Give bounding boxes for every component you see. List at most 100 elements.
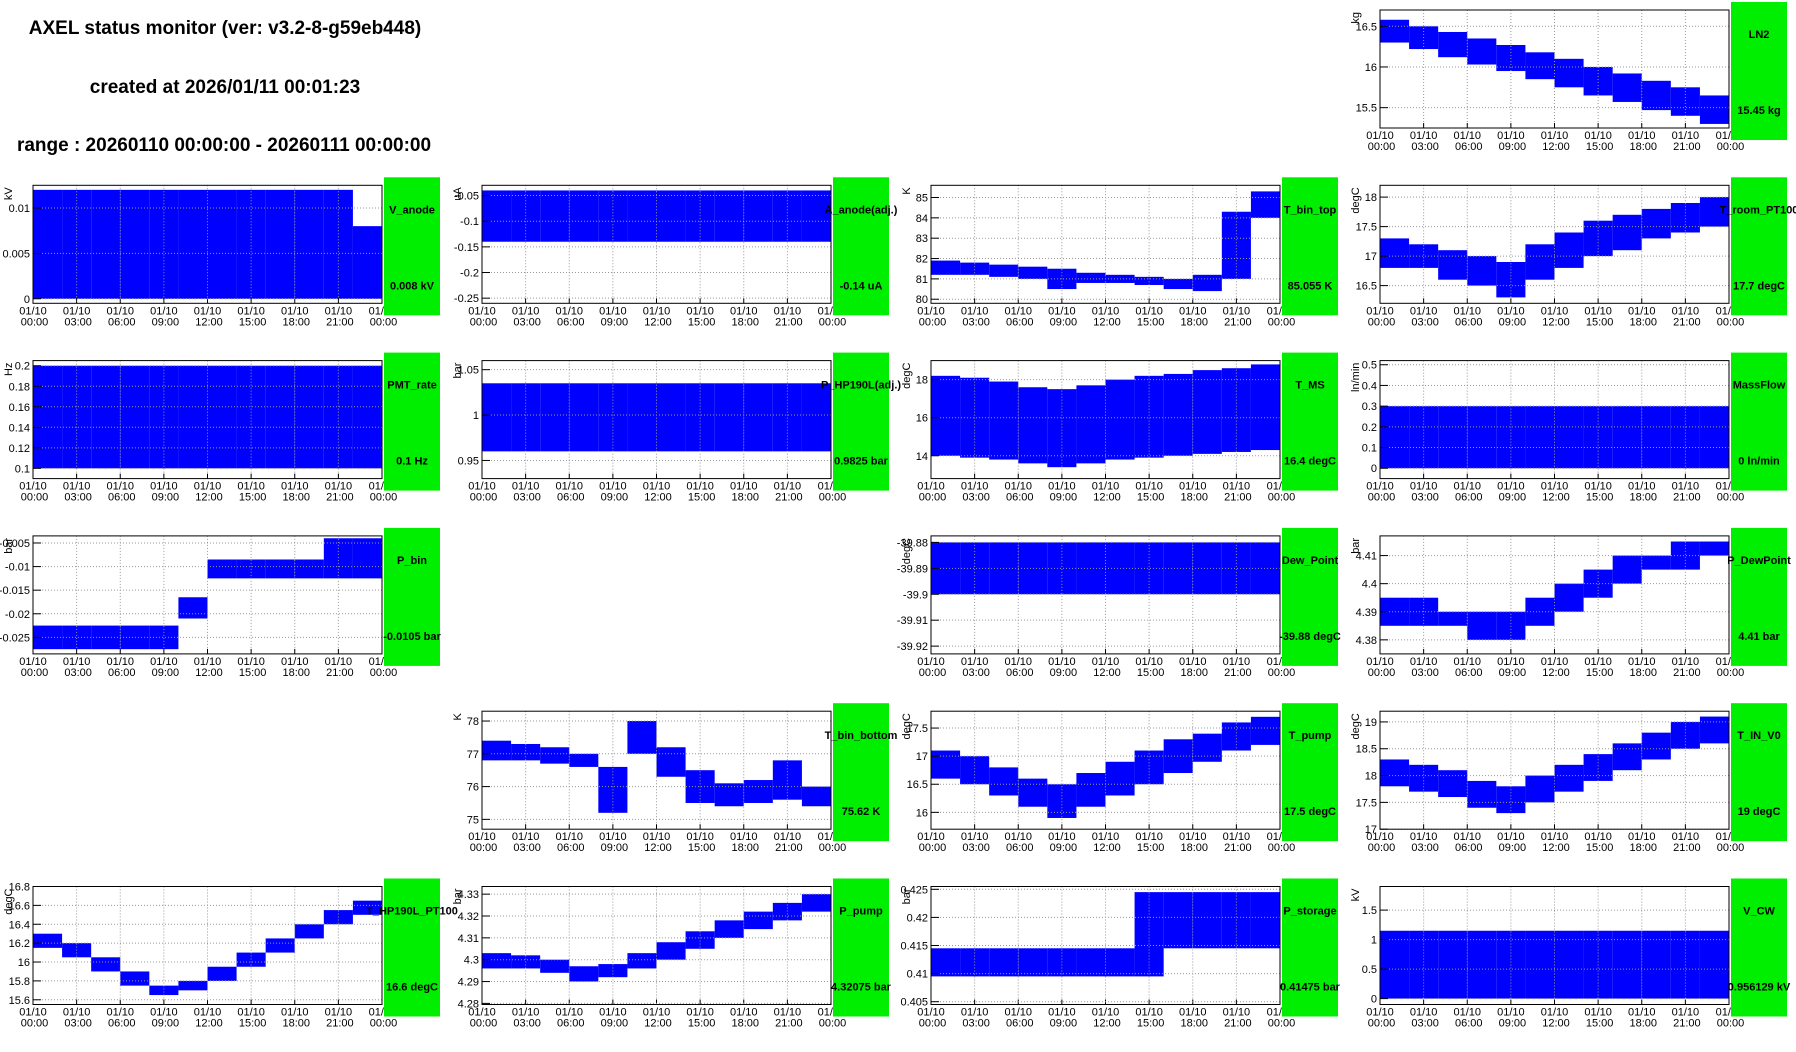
data-band (627, 190, 657, 242)
data-band (931, 948, 961, 977)
x-tick-label: 01/10 18:00 (1626, 1007, 1657, 1030)
status-value: 0.9825 bar (834, 456, 889, 468)
x-tick-label: 01/10 03:00 (61, 1007, 92, 1030)
data-band (989, 767, 1019, 796)
data-band (656, 747, 686, 777)
x-tick-label: 01/10 15:00 (236, 481, 267, 504)
status-box (833, 352, 889, 491)
x-tick-label: 01/10 03:00 (510, 1007, 541, 1030)
y-tick-label: 17 (916, 751, 928, 763)
data-band (1554, 764, 1584, 792)
status-box (833, 177, 889, 316)
y-axis-label: degC (901, 363, 913, 389)
y-tick-label: 1 (1371, 935, 1377, 947)
x-tick-label: 01/10 21:00 (323, 656, 354, 679)
x-tick-label: 01/10 09:00 (1496, 481, 1527, 504)
plot-frame (32, 886, 383, 1005)
x-tick-label: 01/10 00:00 (916, 1007, 947, 1030)
data-band (149, 189, 179, 299)
data-band (207, 365, 237, 469)
y-tick-label: -0.1 (460, 216, 479, 228)
y-tick-label: 0.2 (15, 361, 30, 373)
data-band (1496, 786, 1526, 814)
x-tick-label: 01/10 15:00 (1134, 656, 1165, 679)
y-tick-label: -0.025 (0, 632, 30, 644)
y-tick-label: 4.41 (1356, 551, 1377, 563)
x-tick-label: 01/10 15:00 (1134, 831, 1165, 854)
y-tick-label: 0.1 (1362, 443, 1377, 455)
data-band (1380, 19, 1410, 43)
status-box (1282, 703, 1338, 842)
x-tick-label: 01/10 03:00 (510, 831, 541, 854)
data-band (1554, 58, 1584, 88)
panel: 01/10 00:00 01/10 03:00 01/10 06:00 01/10 0… (2, 177, 440, 328)
y-axis-label: K (901, 187, 913, 195)
x-tick-label: 01/10 06:00 (1003, 481, 1034, 504)
status-box (1731, 878, 1787, 1017)
x-tick-label: 01/10 15:00 (1583, 1007, 1614, 1030)
x-tick-label: 01/10 09:00 (598, 831, 629, 854)
x-tick-label: 01/10 03:00 (959, 656, 990, 679)
y-tick-label: 1 (473, 410, 479, 422)
y-tick-label: 0.16 (9, 402, 30, 414)
y-tick-label: 16 (916, 807, 928, 819)
panel: 01/10 00:00 01/10 03:00 01/10 06:00 01/10 0… (1350, 527, 1791, 679)
x-tick-label: 01/10 18:00 (1177, 481, 1208, 504)
y-tick-label: 0.01 (9, 203, 30, 215)
x-tick-label: 01/10 06:00 (1003, 1007, 1034, 1030)
data-band (1409, 406, 1439, 469)
x-tick-label: 01/10 15:00 (685, 1007, 716, 1030)
x-tick-label: 01/10 21:00 (1670, 305, 1701, 328)
x-tick-label: 01/10 12:00 (641, 481, 672, 504)
data-band (91, 189, 121, 299)
x-tick-label: 01/10 21:00 (1221, 1007, 1252, 1030)
x-tick-label: 01/10 21:00 (323, 1007, 354, 1030)
data-band (1380, 238, 1410, 268)
x-tick-label: 01/10 09:00 (1496, 656, 1527, 679)
data-band (931, 375, 961, 456)
x-tick-label: 01/10 03:00 (510, 481, 541, 504)
status-box (1282, 352, 1338, 491)
data-band (656, 383, 686, 452)
data-band (1250, 716, 1280, 745)
data-band (323, 365, 353, 469)
y-tick-label: 17 (1365, 251, 1377, 263)
y-tick-label: 0.2 (1362, 422, 1377, 434)
x-tick-label: 01/10 00:00 (1365, 130, 1396, 153)
x-tick-label: 01/10 03:00 (61, 481, 92, 504)
plot-data (482, 383, 831, 452)
data-band (1554, 930, 1584, 999)
y-tick-label: 85 (916, 193, 928, 205)
x-tick-label: 01/10 15:00 (1134, 481, 1165, 504)
y-tick-label: -0.05 (454, 191, 479, 203)
y-tick-label: 0.4 (1362, 380, 1377, 392)
data-band (265, 189, 295, 299)
data-band (540, 190, 570, 242)
status-value: 0.41475 bar (1280, 982, 1341, 994)
plot-frame (481, 710, 832, 830)
status-box (384, 352, 440, 491)
x-tick-label: 01/10 21:00 (772, 481, 803, 504)
y-tick-label: 4.31 (458, 933, 479, 945)
y-tick-label: 18.5 (1356, 744, 1377, 756)
x-tick-label: 01/10 00:00 (916, 831, 947, 854)
plot-data (931, 364, 1280, 468)
data-band (1438, 770, 1468, 798)
x-tick-label: 01/10 00:00 (1365, 656, 1396, 679)
data-band (960, 262, 990, 275)
data-band (1018, 948, 1048, 977)
x-tick-label: 01/10 03:00 (959, 305, 990, 328)
data-band (569, 383, 599, 452)
data-band (656, 942, 686, 960)
data-band (656, 190, 686, 242)
x-tick-label: 01/10 18:00 (1626, 656, 1657, 679)
x-tick-label: 01/10 21:00 (1221, 831, 1252, 854)
data-band (1438, 31, 1468, 58)
data-band (207, 559, 237, 579)
status-box (1282, 527, 1338, 666)
x-tick-label: 01/10 00:00 (1365, 1007, 1396, 1030)
y-tick-label: 16.5 (907, 779, 928, 791)
data-band (1699, 716, 1729, 744)
data-band (1192, 370, 1222, 454)
x-tick-label: 01/10 15:00 (685, 481, 716, 504)
